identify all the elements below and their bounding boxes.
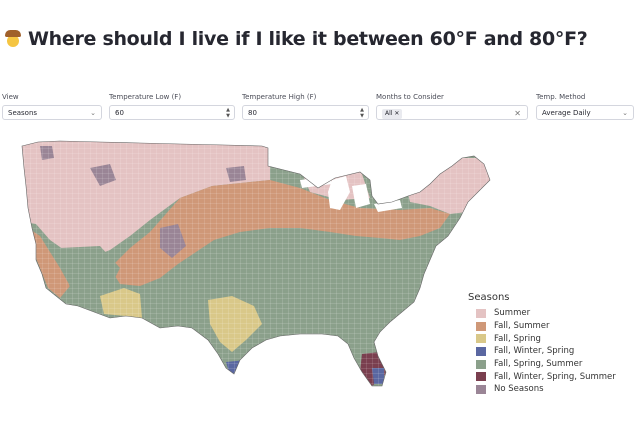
legend-item[interactable]: No Seasons: [476, 383, 616, 396]
legend-swatch: [476, 359, 486, 369]
months-control: Months to Consider All ✕ ✕: [376, 92, 528, 120]
method-value: Average Daily: [542, 109, 591, 117]
temp-high-label: Temperature High (F): [242, 93, 317, 101]
tag-close-icon[interactable]: ✕: [394, 110, 400, 117]
month-tag[interactable]: All ✕: [382, 109, 403, 119]
chevron-down-icon: ⌄: [90, 109, 96, 117]
temp-high-control: Temperature High (F) 80 ▲ ▼: [242, 92, 369, 120]
legend-item[interactable]: Summer: [476, 307, 616, 320]
legend-swatch: [476, 321, 486, 331]
seasons-map: [0, 128, 500, 402]
stepper-icon[interactable]: ▲ ▼: [360, 107, 364, 119]
legend-label: Fall, Summer: [494, 321, 550, 332]
months-label: Months to Consider: [376, 93, 444, 101]
legend-swatch: [476, 308, 486, 318]
method-select[interactable]: Average Daily ⌄: [536, 105, 634, 120]
month-tag-label: All: [385, 110, 393, 117]
legend-label: Fall, Winter, Spring: [494, 346, 575, 357]
stepper-icon[interactable]: ▲ ▼: [226, 107, 230, 119]
controls-bar: View Seasons ⌄ Temperature Low (F) 60 ▲ ▼…: [0, 92, 640, 122]
temp-high-value: 80: [248, 109, 257, 117]
legend-label: No Seasons: [494, 384, 544, 395]
legend-label: Fall, Spring, Summer: [494, 359, 583, 370]
legend-item[interactable]: Fall, Winter, Spring, Summer: [476, 370, 616, 383]
chevron-down-icon: ⌄: [622, 109, 628, 117]
temp-low-control: Temperature Low (F) 60 ▲ ▼: [109, 92, 235, 120]
view-select[interactable]: Seasons ⌄: [2, 105, 102, 120]
months-multiselect[interactable]: All ✕ ✕: [376, 105, 528, 120]
legend-title: Seasons: [468, 292, 510, 303]
legend-swatch: [476, 334, 486, 344]
view-value: Seasons: [8, 109, 38, 117]
temp-low-input[interactable]: 60 ▲ ▼: [109, 105, 235, 120]
legend-label: Summer: [494, 308, 531, 319]
temp-low-value: 60: [115, 109, 124, 117]
view-control: View Seasons ⌄: [2, 92, 102, 120]
temp-high-input[interactable]: 80 ▲ ▼: [242, 105, 369, 120]
legend-swatch: [476, 346, 486, 356]
clear-icon[interactable]: ✕: [514, 109, 521, 118]
legend: Seasons Summer Fall, Summer Fall, Spring Fa…: [468, 292, 616, 396]
legend-item[interactable]: Fall, Spring, Summer: [476, 358, 616, 371]
page-title-row: Where should I live if I like it between…: [4, 26, 588, 52]
legend-label: Fall, Spring: [494, 333, 541, 344]
temp-low-label: Temperature Low (F): [109, 93, 182, 101]
legend-swatch: [476, 372, 486, 382]
cowboy-emoji-icon: [4, 30, 22, 48]
page-title: Where should I live if I like it between…: [28, 28, 588, 50]
view-label: View: [2, 93, 19, 101]
legend-item[interactable]: Fall, Summer: [476, 320, 616, 333]
legend-item[interactable]: Fall, Spring: [476, 332, 616, 345]
method-control: Temp. Method Average Daily ⌄: [536, 92, 634, 120]
us-map-svg: [21, 140, 491, 387]
legend-label: Fall, Winter, Spring, Summer: [494, 371, 616, 382]
method-label: Temp. Method: [536, 93, 586, 101]
legend-swatch: [476, 384, 486, 394]
legend-item[interactable]: Fall, Winter, Spring: [476, 345, 616, 358]
